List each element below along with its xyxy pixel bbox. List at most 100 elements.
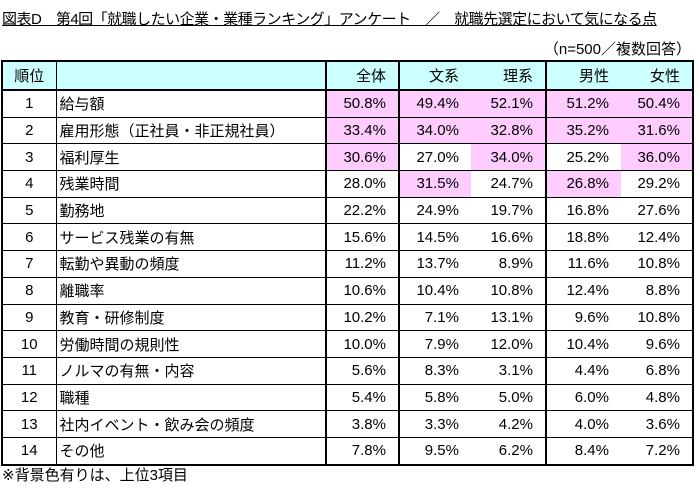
table-row: 5 勤務地 22.2% 24.9% 19.7% 16.8% 27.6%: [1, 196, 694, 225]
item-cell: 離職率: [55, 276, 327, 305]
rank-cell: 2: [1, 116, 57, 145]
value-female: 10.8%: [621, 250, 694, 278]
rank-cell: 3: [1, 143, 57, 172]
table-row: 13 社内イベント・飲み会の頻度 3.8% 3.3% 4.2% 4.0% 3.6%: [1, 410, 694, 438]
rank-cell: 1: [1, 89, 57, 118]
rank-cell: 13: [1, 410, 57, 438]
item-cell: 給与額: [55, 89, 327, 118]
value-total: 10.6%: [325, 276, 400, 305]
table-row: 6 サービス残業の有無 15.6% 14.5% 16.6% 18.8% 12.4%: [1, 223, 694, 252]
header-rank: 順位: [1, 60, 57, 91]
header-total: 全体: [325, 60, 400, 91]
item-cell: 勤務地: [55, 196, 327, 225]
value-total: 5.4%: [325, 383, 400, 412]
rank-cell: 7: [1, 250, 57, 278]
value-female: 6.8%: [621, 356, 694, 385]
item-cell: 残業時間: [55, 170, 327, 198]
value-male: 4.4%: [545, 356, 621, 385]
ranking-table: 順位 全体 文系 理系 男性 女性 1 給与額 50.8% 49.4% 52.1% 51.…: [1, 60, 694, 466]
value-male: 11.6%: [545, 250, 621, 278]
item-cell: 雇用形態（正社員・非正規社員）: [55, 116, 327, 145]
value-male: 16.8%: [545, 196, 621, 225]
value-total: 10.2%: [325, 303, 400, 332]
value-science: 8.9%: [471, 250, 547, 278]
footnote: ※背景色有りは、上位3項目: [2, 467, 188, 484]
table-row: 3 福利厚生 30.6% 27.0% 34.0% 25.2% 36.0%: [1, 143, 694, 172]
value-total: 33.4%: [325, 116, 400, 145]
value-humanities: 5.8%: [398, 383, 471, 412]
table-row: 8 離職率 10.6% 10.4% 10.8% 12.4% 8.8%: [1, 276, 694, 305]
item-cell: 労働時間の規則性: [55, 330, 327, 358]
table-row: 4 残業時間 28.0% 31.5% 24.7% 26.8% 29.2%: [1, 170, 694, 198]
value-total: 15.6%: [325, 223, 400, 252]
value-female: 9.6%: [621, 330, 694, 358]
value-science: 19.7%: [471, 196, 547, 225]
item-cell: サービス残業の有無: [55, 223, 327, 252]
header-female: 女性: [621, 60, 694, 91]
header-humanities: 文系: [398, 60, 471, 91]
value-science: 6.2%: [471, 436, 547, 466]
table-row: 11 ノルマの有無・内容 5.6% 8.3% 3.1% 4.4% 6.8%: [1, 356, 694, 385]
header-male: 男性: [545, 60, 621, 91]
value-male: 26.8%: [545, 170, 621, 198]
value-female: 7.2%: [621, 436, 694, 466]
value-humanities: 7.9%: [398, 330, 471, 358]
table-row: 7 転勤や異動の頻度 11.2% 13.7% 8.9% 11.6% 10.8%: [1, 250, 694, 278]
rank-cell: 8: [1, 276, 57, 305]
value-male: 8.4%: [545, 436, 621, 466]
table-row: 10 労働時間の規則性 10.0% 7.9% 12.0% 10.4% 9.6%: [1, 330, 694, 358]
value-science: 13.1%: [471, 303, 547, 332]
value-humanities: 7.1%: [398, 303, 471, 332]
table-row: 2 雇用形態（正社員・非正規社員） 33.4% 34.0% 32.8% 35.2% 31.6…: [1, 116, 694, 145]
item-cell: ノルマの有無・内容: [55, 356, 327, 385]
table-row: 12 職種 5.4% 5.8% 5.0% 6.0% 4.8%: [1, 383, 694, 412]
value-total: 7.8%: [325, 436, 400, 466]
figure-title: 図表D 第4回「就職したい企業・業種ランキング」アンケート ／ 就職先選定におい…: [2, 11, 657, 28]
rank-cell: 9: [1, 303, 57, 332]
value-humanities: 27.0%: [398, 143, 471, 172]
value-male: 6.0%: [545, 383, 621, 412]
value-science: 3.1%: [471, 356, 547, 385]
value-male: 35.2%: [545, 116, 621, 145]
value-female: 36.0%: [621, 143, 694, 172]
header-science: 理系: [471, 60, 547, 91]
rank-cell: 11: [1, 356, 57, 385]
sample-note: （n=500／複数回答）: [543, 41, 691, 58]
value-total: 5.6%: [325, 356, 400, 385]
value-science: 12.0%: [471, 330, 547, 358]
rank-cell: 10: [1, 330, 57, 358]
rank-cell: 14: [1, 436, 57, 466]
table-body: 1 給与額 50.8% 49.4% 52.1% 51.2% 50.4% 2 雇用形態（正社員・非…: [1, 89, 694, 466]
value-female: 12.4%: [621, 223, 694, 252]
value-science: 34.0%: [471, 143, 547, 172]
table-row: 9 教育・研修制度 10.2% 7.1% 13.1% 9.6% 10.8%: [1, 303, 694, 332]
value-science: 16.6%: [471, 223, 547, 252]
value-total: 30.6%: [325, 143, 400, 172]
value-science: 4.2%: [471, 410, 547, 438]
value-humanities: 31.5%: [398, 170, 471, 198]
value-total: 22.2%: [325, 196, 400, 225]
value-science: 5.0%: [471, 383, 547, 412]
header-item: [55, 60, 327, 91]
value-female: 29.2%: [621, 170, 694, 198]
value-male: 51.2%: [545, 89, 621, 118]
item-cell: 福利厚生: [55, 143, 327, 172]
value-male: 10.4%: [545, 330, 621, 358]
item-cell: 職種: [55, 383, 327, 412]
value-female: 31.6%: [621, 116, 694, 145]
value-female: 27.6%: [621, 196, 694, 225]
value-female: 3.6%: [621, 410, 694, 438]
value-total: 28.0%: [325, 170, 400, 198]
table-row: 14 その他 7.8% 9.5% 6.2% 8.4% 7.2%: [1, 436, 694, 466]
value-male: 9.6%: [545, 303, 621, 332]
value-humanities: 34.0%: [398, 116, 471, 145]
value-science: 24.7%: [471, 170, 547, 198]
value-humanities: 3.3%: [398, 410, 471, 438]
value-science: 32.8%: [471, 116, 547, 145]
value-humanities: 9.5%: [398, 436, 471, 466]
value-male: 12.4%: [545, 276, 621, 305]
value-humanities: 13.7%: [398, 250, 471, 278]
value-male: 18.8%: [545, 223, 621, 252]
item-cell: 転勤や異動の頻度: [55, 250, 327, 278]
value-male: 4.0%: [545, 410, 621, 438]
